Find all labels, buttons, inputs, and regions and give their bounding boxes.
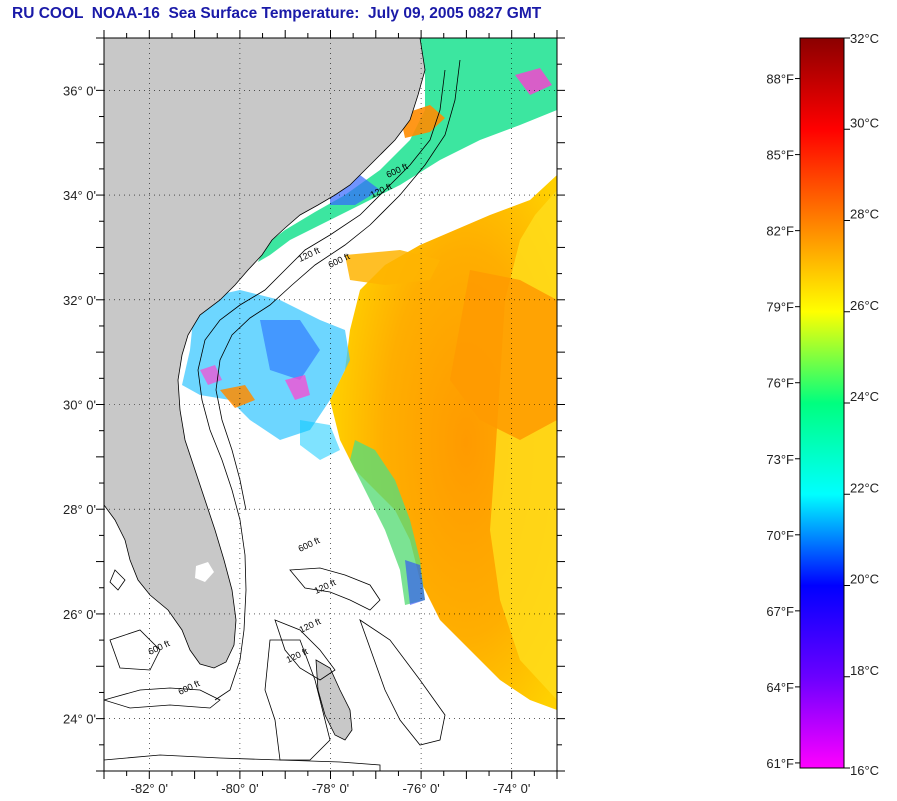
lat-label: 26° 0': [63, 607, 96, 622]
celsius-label: 26°C: [850, 298, 879, 313]
fahrenheit-label: 88°F: [766, 72, 794, 87]
celsius-label: 24°C: [850, 389, 879, 404]
fahrenheit-label: 73°F: [766, 452, 794, 467]
fahrenheit-label: 79°F: [766, 300, 794, 315]
lon-label: -80° 0': [221, 781, 258, 796]
sst-midshelf: [182, 290, 350, 440]
fahrenheit-label: 76°F: [766, 376, 794, 391]
fahrenheit-label: 61°F: [766, 756, 794, 771]
celsius-label: 28°C: [850, 207, 879, 222]
land-mainland: [104, 38, 426, 669]
lat-label: 30° 0': [63, 398, 96, 413]
celsius-ticks: 32°C 30°C 28°C 26°C 24°C 22°C 20°C 18°C 16°C: [844, 31, 879, 778]
celsius-label: 30°C: [850, 115, 879, 130]
celsius-label: 16°C: [850, 763, 879, 778]
longitude-labels: -82° 0' -80° 0' -78° 0' -76° 0' -74° 0': [131, 781, 531, 796]
lat-label: 24° 0': [63, 712, 96, 727]
lon-label: -76° 0': [402, 781, 439, 796]
lat-label: 32° 0': [63, 293, 96, 308]
map-title: RU COOL NOAA-16 Sea Surface Temperature:…: [12, 5, 542, 22]
latitude-labels: 36° 0' 34° 0' 32° 0' 30° 0' 28° 0' 26° 0' 24° …: [63, 83, 96, 726]
celsius-label: 20°C: [850, 572, 879, 587]
fahrenheit-ticks: 88°F 85°F 82°F 79°F 76°F 73°F 70°F 67°F 64°F 61°F: [766, 72, 800, 771]
lon-label: -82° 0': [131, 781, 168, 796]
fahrenheit-label: 70°F: [766, 528, 794, 543]
graticule: [104, 38, 557, 771]
frame-ticks: [96, 30, 565, 779]
fahrenheit-label: 64°F: [766, 680, 794, 695]
sst-nearshore-band: [258, 38, 557, 262]
fahrenheit-label: 67°F: [766, 604, 794, 619]
colorbar-gradient: [799, 37, 845, 769]
celsius-label: 22°C: [850, 480, 879, 495]
lon-label: -78° 0': [312, 781, 349, 796]
lat-label: 28° 0': [63, 502, 96, 517]
celsius-label: 32°C: [850, 31, 879, 46]
lon-label: -74° 0': [493, 781, 530, 796]
lat-label: 36° 0': [63, 83, 96, 98]
land-bahamas: [315, 659, 353, 741]
fahrenheit-label: 82°F: [766, 224, 794, 239]
fahrenheit-label: 85°F: [766, 148, 794, 163]
lat-label: 34° 0': [63, 188, 96, 203]
celsius-label: 18°C: [850, 663, 879, 678]
